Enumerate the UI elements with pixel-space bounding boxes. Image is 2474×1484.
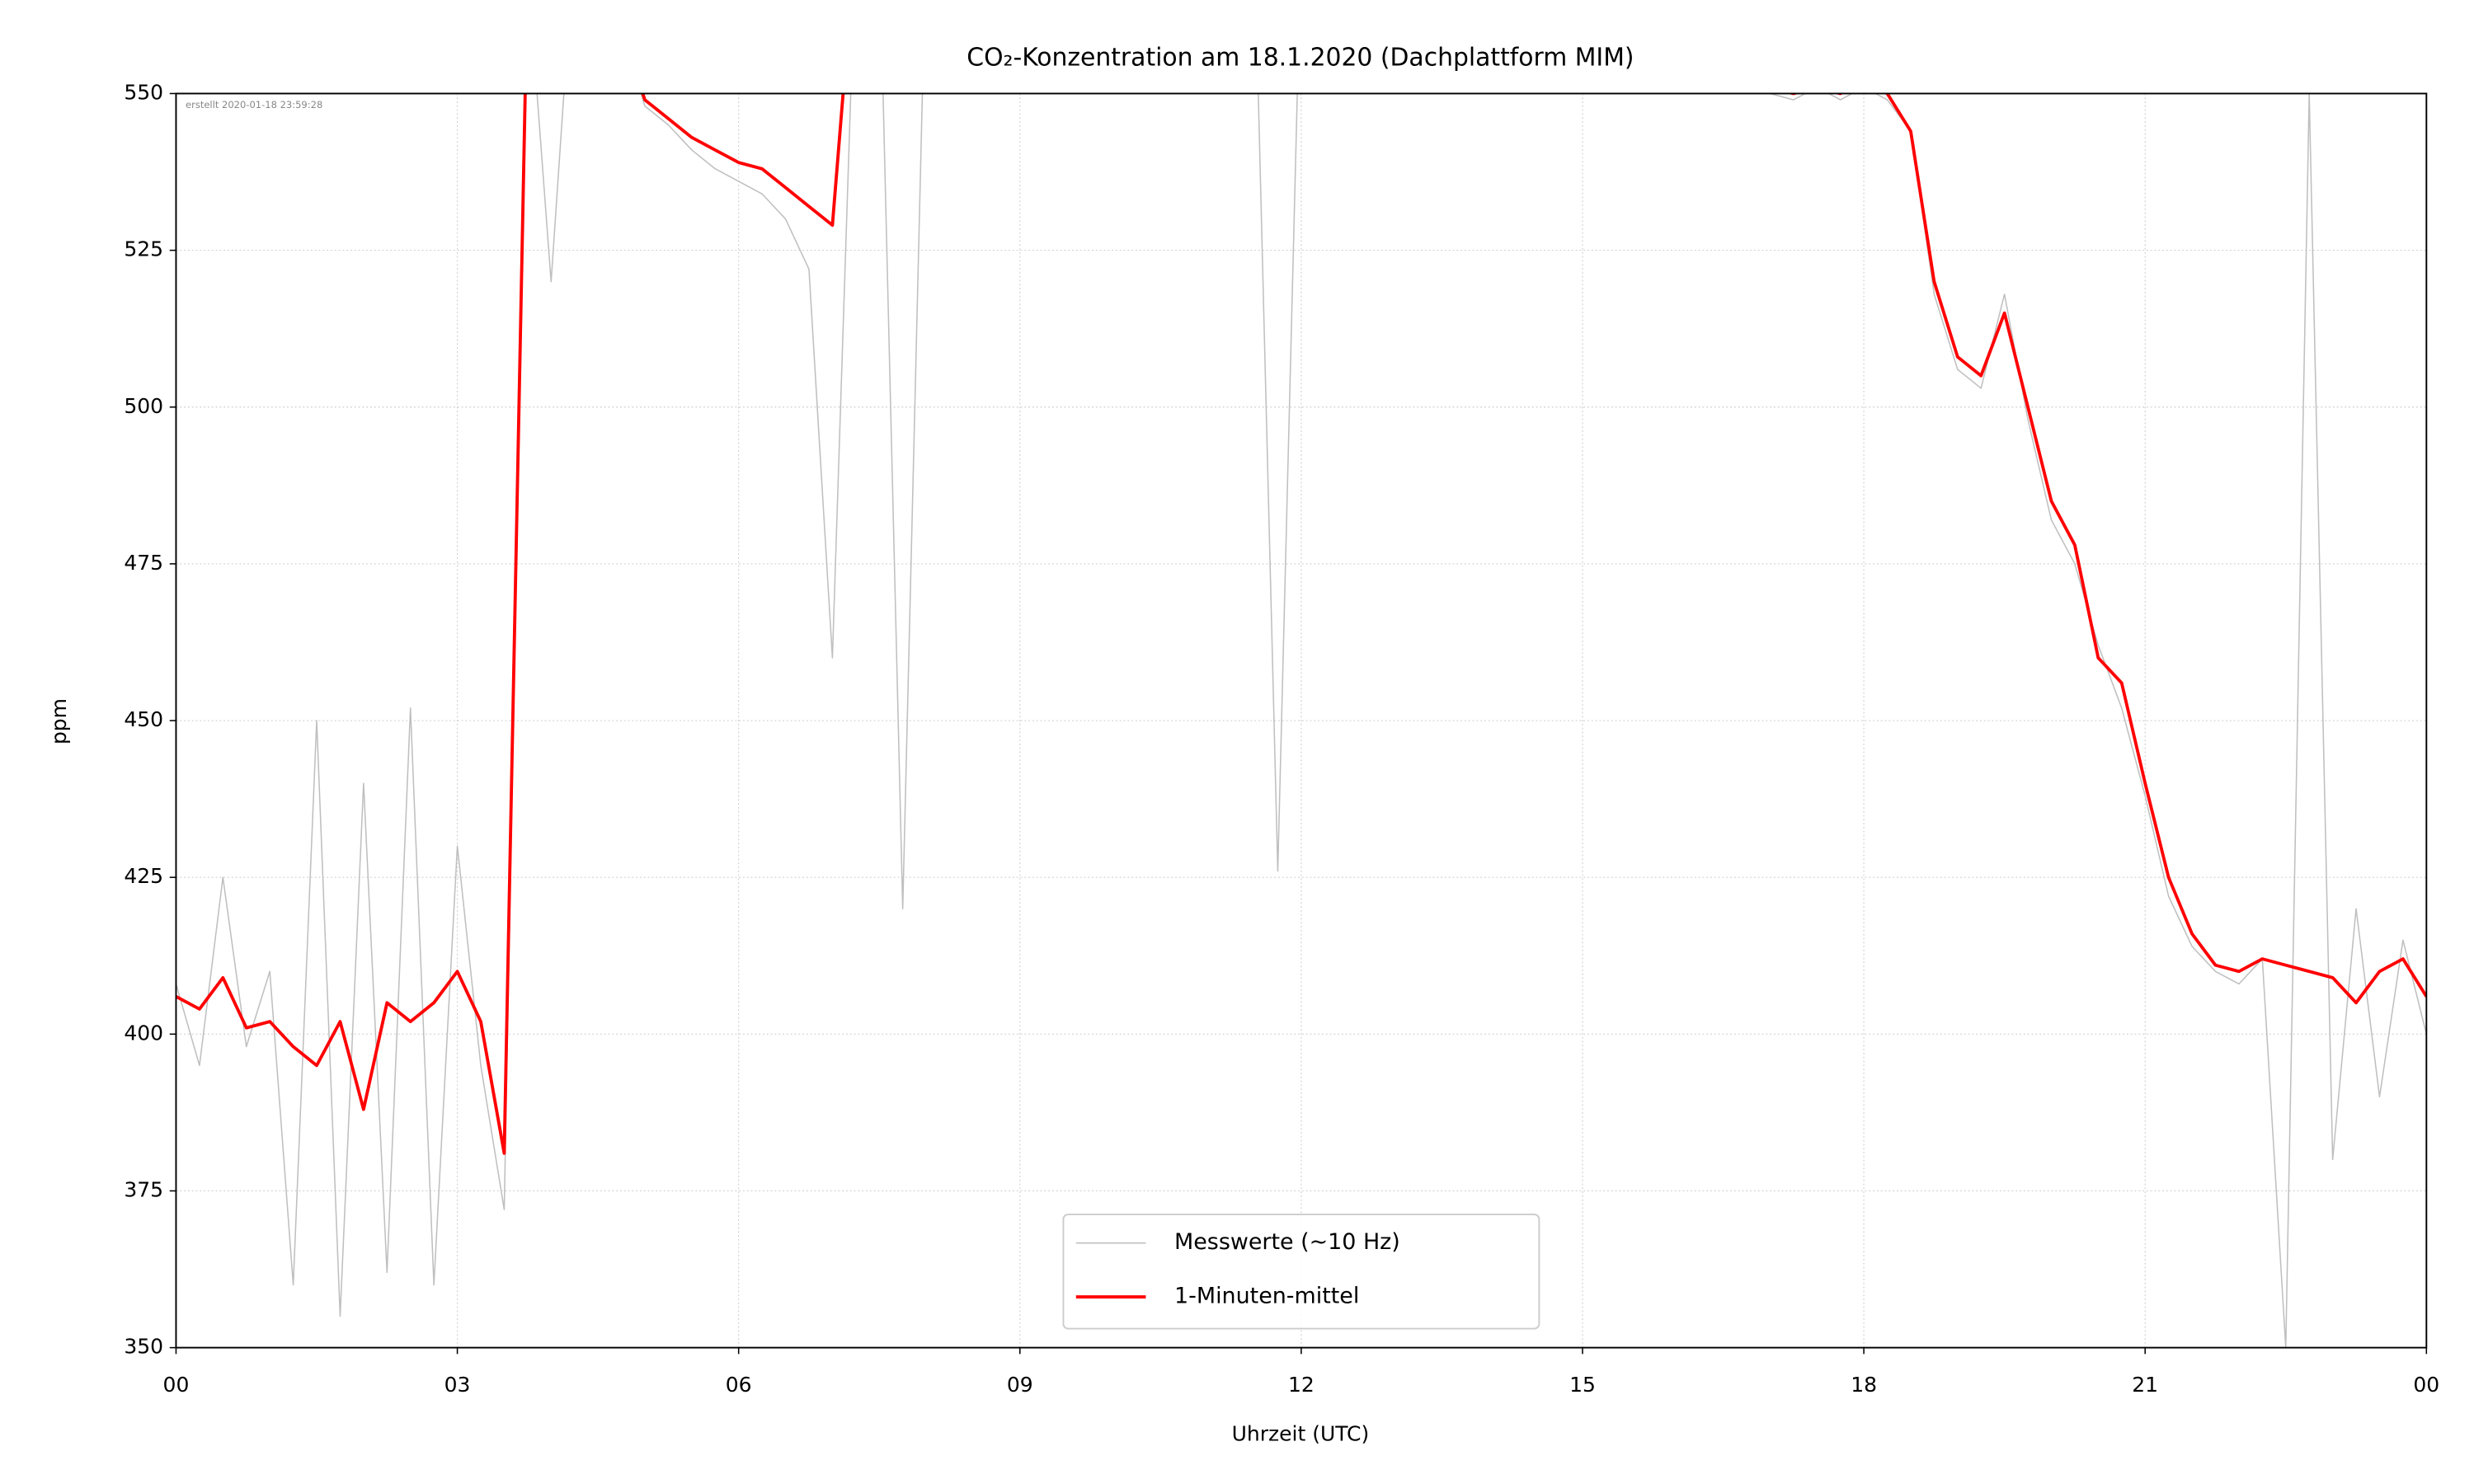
y-tick-label: 500 [124, 394, 163, 418]
y-tick-label: 375 [124, 1177, 163, 1201]
x-tick-label: 03 [444, 1373, 471, 1397]
x-tick-label: 21 [2132, 1373, 2158, 1397]
y-tick-label: 525 [124, 237, 163, 261]
series-line [176, 93, 2427, 1348]
y-tick-label: 350 [124, 1335, 163, 1359]
y-tick-label: 550 [124, 80, 163, 104]
legend-label: Messwerte (~10 Hz) [1174, 1229, 1400, 1255]
legend-box [1062, 1214, 1540, 1330]
plot-frame [175, 92, 2428, 1349]
y-tick-label: 425 [124, 864, 163, 888]
x-tick-label: 00 [163, 1373, 190, 1397]
x-axis-label: Uhrzeit (UTC) [1232, 1421, 1370, 1445]
chart-title: CO₂-Konzentration am 18.1.2020 (Dachplat… [967, 44, 1634, 73]
y-tick-label: 450 [124, 707, 163, 731]
y-tick-label: 475 [124, 551, 163, 575]
legend-label: 1-Minuten-mittel [1174, 1284, 1359, 1309]
y-axis-label: ppm [47, 698, 71, 744]
x-tick-label: 06 [726, 1373, 752, 1397]
x-tick-label: 00 [2413, 1373, 2439, 1397]
x-tick-label: 09 [1007, 1373, 1033, 1397]
y-tick-label: 400 [124, 1021, 163, 1045]
series-line [176, 93, 2427, 1155]
x-tick-label: 15 [1569, 1373, 1596, 1397]
x-tick-label: 18 [1851, 1373, 1877, 1397]
x-tick-label: 12 [1288, 1373, 1315, 1397]
annotation: erstellt 2020-01-18 23:59:28 [186, 99, 322, 110]
